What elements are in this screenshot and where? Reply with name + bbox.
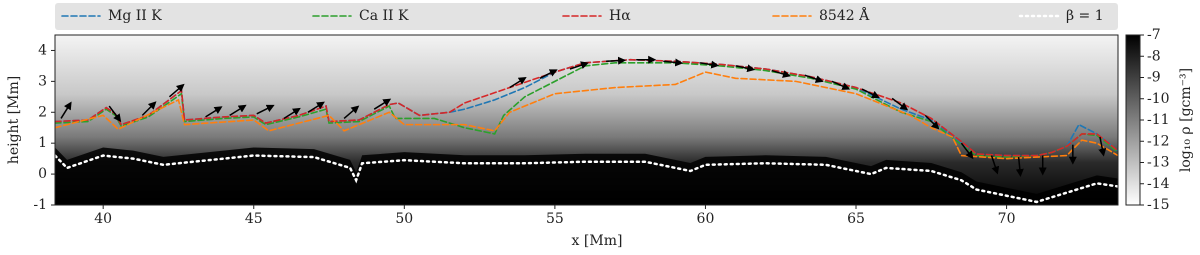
x-tick-label: 45 <box>245 211 263 227</box>
velocity-arrow <box>990 155 1000 175</box>
x-tick-label: 60 <box>697 211 715 227</box>
series-line <box>55 154 1118 204</box>
velocity-arrow <box>1015 157 1024 177</box>
velocity-arrow <box>831 80 851 90</box>
velocity-arrow <box>771 69 791 78</box>
velocity-arrow <box>569 61 589 70</box>
y-axis-label: height [Mm] <box>6 76 22 164</box>
colorbar-tick-label: -7 <box>1147 27 1161 43</box>
velocity-arrow <box>108 105 122 123</box>
velocity-arrow <box>539 69 558 79</box>
x-tick-label: 65 <box>847 211 865 227</box>
velocity-arrow <box>60 101 72 119</box>
velocity-arrow <box>804 74 824 83</box>
colorbar-tick-label: -10 <box>1147 91 1170 107</box>
x-tick-label: 55 <box>546 211 564 227</box>
colorbar-tick-label: -15 <box>1147 197 1170 213</box>
colorbar <box>1125 34 1141 206</box>
colorbar-tick-label: -14 <box>1147 176 1170 192</box>
legend-label: 8542 Å <box>819 6 870 24</box>
velocity-arrow <box>283 107 301 120</box>
x-tick-label: 40 <box>94 211 112 227</box>
x-axis-label: x [Mm] <box>572 233 623 249</box>
plot-frame <box>54 34 1119 206</box>
velocity-arrow <box>960 142 974 160</box>
y-tick-label: 3 <box>38 73 47 89</box>
colorbar-tick-label: -13 <box>1147 155 1170 171</box>
y-tick-label: 1 <box>38 135 47 151</box>
y-tick-label: 0 <box>38 166 47 182</box>
velocity-arrow <box>168 83 185 98</box>
velocity-arrow <box>307 101 325 113</box>
y-tick-label: 4 <box>38 42 47 58</box>
velocity-arrow <box>256 104 275 115</box>
velocity-arrow <box>205 106 223 118</box>
series-line <box>55 58 1118 157</box>
legend-label: Hα <box>609 8 631 24</box>
velocity-arrow <box>861 88 880 99</box>
colorbar-tick-label: -9 <box>1147 70 1161 86</box>
dense-layer <box>55 147 1118 205</box>
legend-label: Mg II K <box>108 8 162 24</box>
velocity-arrow <box>606 56 627 65</box>
x-tick-label: 70 <box>998 211 1016 227</box>
colorbar-label: log₁₀ ρ [gcm⁻³] <box>1178 68 1194 172</box>
colorbar-tick-label: -8 <box>1147 48 1161 64</box>
velocity-arrow <box>663 58 684 67</box>
colorbar-tick-label: -11 <box>1147 112 1170 128</box>
legend-label: Ca II K <box>359 8 409 24</box>
velocity-arrow <box>1098 136 1107 157</box>
series-line <box>55 62 1118 158</box>
plot-area <box>55 55 1118 205</box>
colorbar-tick-label: -12 <box>1147 133 1170 149</box>
x-tick-label: 50 <box>395 211 413 227</box>
y-tick-label: 2 <box>38 104 47 120</box>
velocity-arrow <box>373 98 392 110</box>
y-tick-label: -1 <box>33 197 47 213</box>
velocity-arrow <box>141 101 157 116</box>
series-line <box>55 71 1118 160</box>
velocity-arrow <box>509 76 527 89</box>
velocity-arrow <box>229 104 247 116</box>
legend-label: β = 1 <box>1066 8 1104 24</box>
velocity-arrow <box>924 114 940 130</box>
velocity-arrow <box>891 97 909 111</box>
velocity-arrow <box>699 60 720 69</box>
velocity-arrow <box>735 64 756 73</box>
velocity-arrow <box>343 105 360 120</box>
